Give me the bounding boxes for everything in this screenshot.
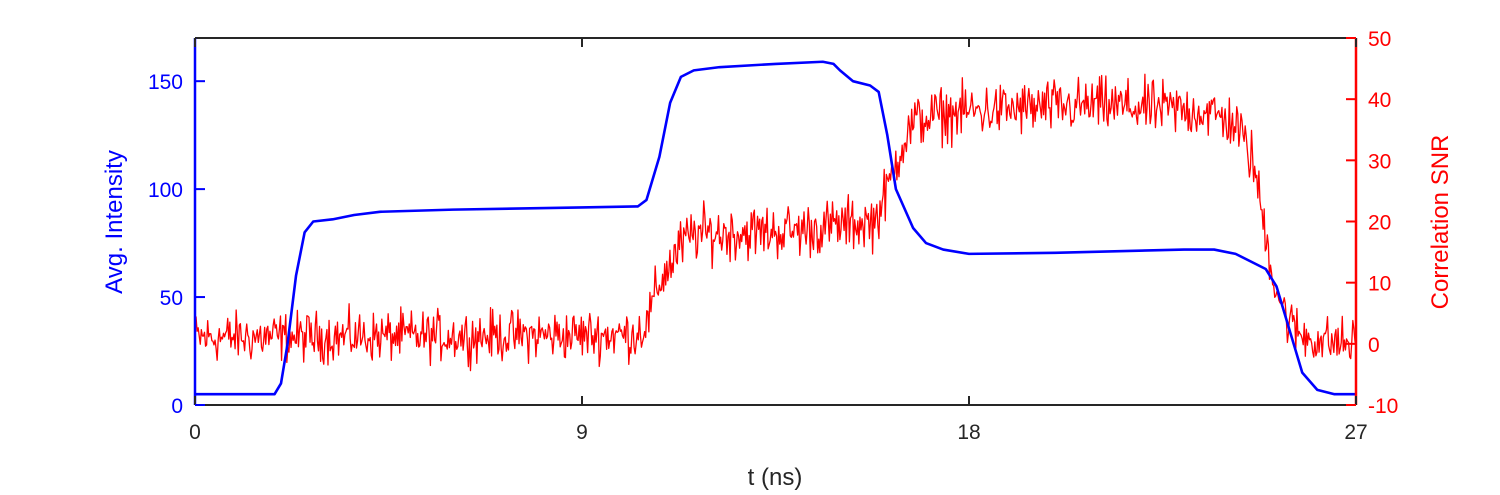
correlation-snr-line (195, 73, 1356, 372)
x-axis-label: t (ns) (748, 464, 803, 491)
right-y-tick-label: 50 (1368, 28, 1391, 51)
x-tick-label: 9 (576, 421, 588, 444)
avg-intensity-line (195, 60, 1356, 396)
right-y-tick-label: 30 (1368, 150, 1391, 173)
right-y-tick-label: -10 (1368, 395, 1398, 418)
x-tick-label: 0 (189, 421, 201, 444)
left-y-axis-label: Avg. Intensity (101, 150, 128, 294)
x-tick-label: 27 (1344, 421, 1367, 444)
right-y-tick-label: 10 (1368, 273, 1391, 296)
left-y-tick-label: 50 (160, 287, 183, 310)
right-y-axis-label: Correlation SNR (1427, 135, 1454, 310)
left-y-tick-label: 150 (148, 71, 183, 94)
right-y-tick-label: 20 (1368, 212, 1391, 235)
left-y-tick-label: 0 (171, 395, 183, 418)
right-y-tick-label: 0 (1368, 334, 1380, 357)
x-tick-label: 18 (957, 421, 980, 444)
right-y-tick-label: 40 (1368, 89, 1391, 112)
left-y-tick-label: 100 (148, 179, 183, 202)
